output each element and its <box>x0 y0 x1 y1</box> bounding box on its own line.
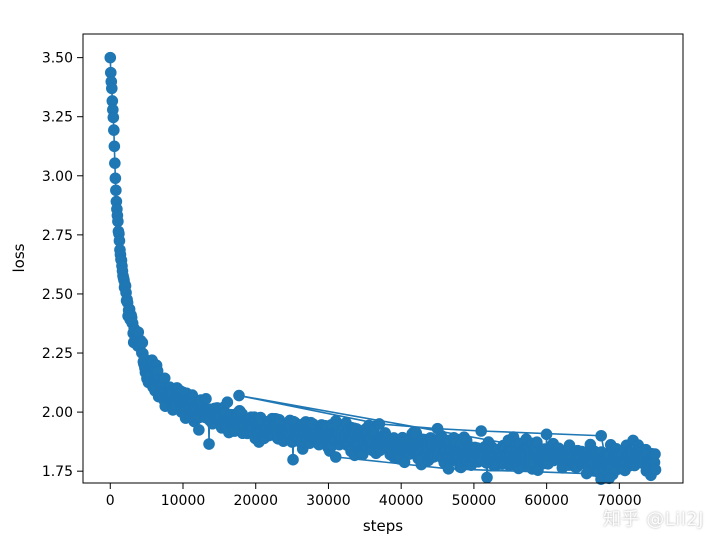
data-point <box>200 392 212 405</box>
y-axis: 1.75 2.00 2.25 2.50 2.75 3.00 3.25 3.50 <box>42 51 83 480</box>
data-point <box>603 472 615 485</box>
watermark: 知乎 @Lil2J <box>602 509 704 530</box>
y-tick-label: 1.75 <box>42 464 73 480</box>
data-point <box>373 418 386 430</box>
data-point <box>431 422 444 435</box>
data-point <box>193 424 205 436</box>
data-point <box>649 463 662 476</box>
data-point <box>221 396 234 408</box>
x-tick-label: 40000 <box>379 493 424 509</box>
data-point <box>203 438 215 450</box>
data-point <box>442 463 455 475</box>
scatter-points <box>104 51 662 486</box>
data-point <box>106 82 118 95</box>
x-axis-label: steps <box>363 517 403 535</box>
data-point <box>287 453 299 466</box>
y-tick-label: 2.75 <box>42 228 73 244</box>
data-point <box>329 451 342 463</box>
y-tick-label: 3.25 <box>42 110 73 126</box>
data-point <box>108 140 121 153</box>
x-tick-label: 70000 <box>597 493 642 509</box>
data-point <box>233 389 245 402</box>
data-point <box>109 157 121 169</box>
x-tick-label: 10000 <box>161 493 206 509</box>
x-tick-label: 20000 <box>233 493 278 509</box>
x-tick-label: 0 <box>106 493 115 509</box>
y-tick-label: 2.25 <box>42 346 73 362</box>
data-point <box>649 448 661 460</box>
data-point <box>475 425 487 437</box>
data-point <box>109 172 122 185</box>
data-point <box>595 429 607 442</box>
x-axis: 0 10000 20000 30000 40000 50000 60000 70000 <box>106 483 642 509</box>
data-point <box>540 428 553 441</box>
data-point <box>112 215 124 228</box>
data-point <box>110 184 122 197</box>
x-tick-label: 60000 <box>524 493 569 509</box>
y-tick-label: 3.50 <box>42 51 73 67</box>
data-point <box>107 111 120 124</box>
plot-frame <box>82 33 684 484</box>
y-tick-label: 2.00 <box>42 405 73 421</box>
data-point <box>108 124 120 136</box>
data-point <box>580 467 593 480</box>
data-point <box>158 372 171 385</box>
y-tick-label: 3.00 <box>42 169 73 185</box>
x-tick-label: 30000 <box>306 493 351 509</box>
y-tick-label: 2.50 <box>42 287 73 303</box>
data-point <box>136 336 149 349</box>
y-axis-label: loss <box>10 243 28 272</box>
x-tick-label: 50000 <box>452 493 497 509</box>
data-point <box>104 51 117 64</box>
data-point <box>481 471 493 484</box>
